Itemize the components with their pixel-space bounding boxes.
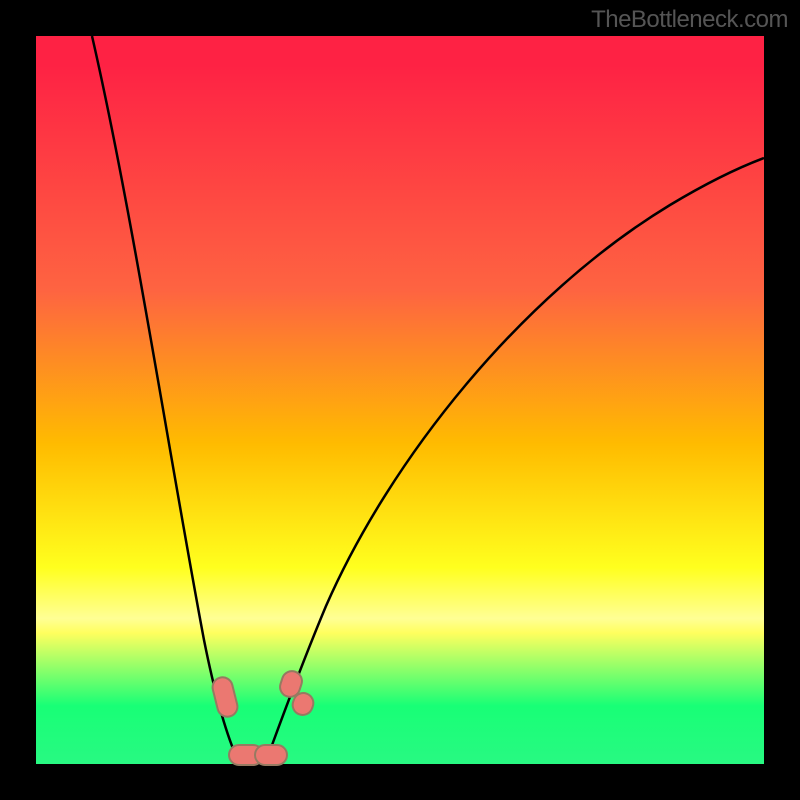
- curve-left: [92, 36, 236, 756]
- watermark-text: TheBottleneck.com: [591, 6, 788, 34]
- canvas-root: TheBottleneck.com: [0, 0, 800, 800]
- data-marker-4: [254, 744, 288, 766]
- curve-right: [268, 158, 764, 756]
- curve-layer: [0, 0, 800, 800]
